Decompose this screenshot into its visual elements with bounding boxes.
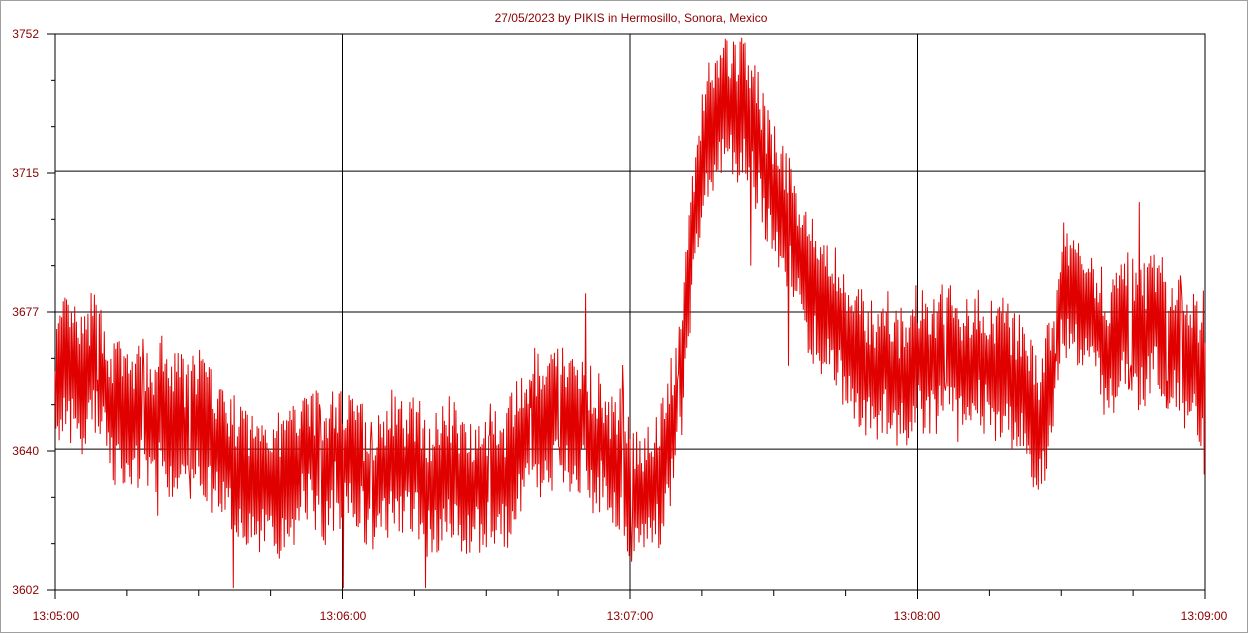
y-tick-label: 3640 bbox=[12, 444, 39, 458]
y-tick-label: 3602 bbox=[12, 583, 39, 597]
x-tick-label: 13:08:00 bbox=[894, 609, 941, 623]
chart-title: 27/05/2023 by PIKIS in Hermosillo, Sonor… bbox=[495, 11, 768, 25]
x-tick-label: 13:09:00 bbox=[1181, 609, 1228, 623]
series-line bbox=[54, 37, 1206, 589]
x-tick-label: 13:05:00 bbox=[33, 609, 80, 623]
y-tick-label: 3715 bbox=[12, 166, 39, 180]
x-tick-label: 13:07:00 bbox=[607, 609, 654, 623]
y-tick-label: 3752 bbox=[12, 27, 39, 41]
minor-ticks bbox=[47, 33, 1206, 599]
y-tick-label: 3677 bbox=[12, 305, 39, 319]
x-tick-label: 13:06:00 bbox=[320, 609, 367, 623]
